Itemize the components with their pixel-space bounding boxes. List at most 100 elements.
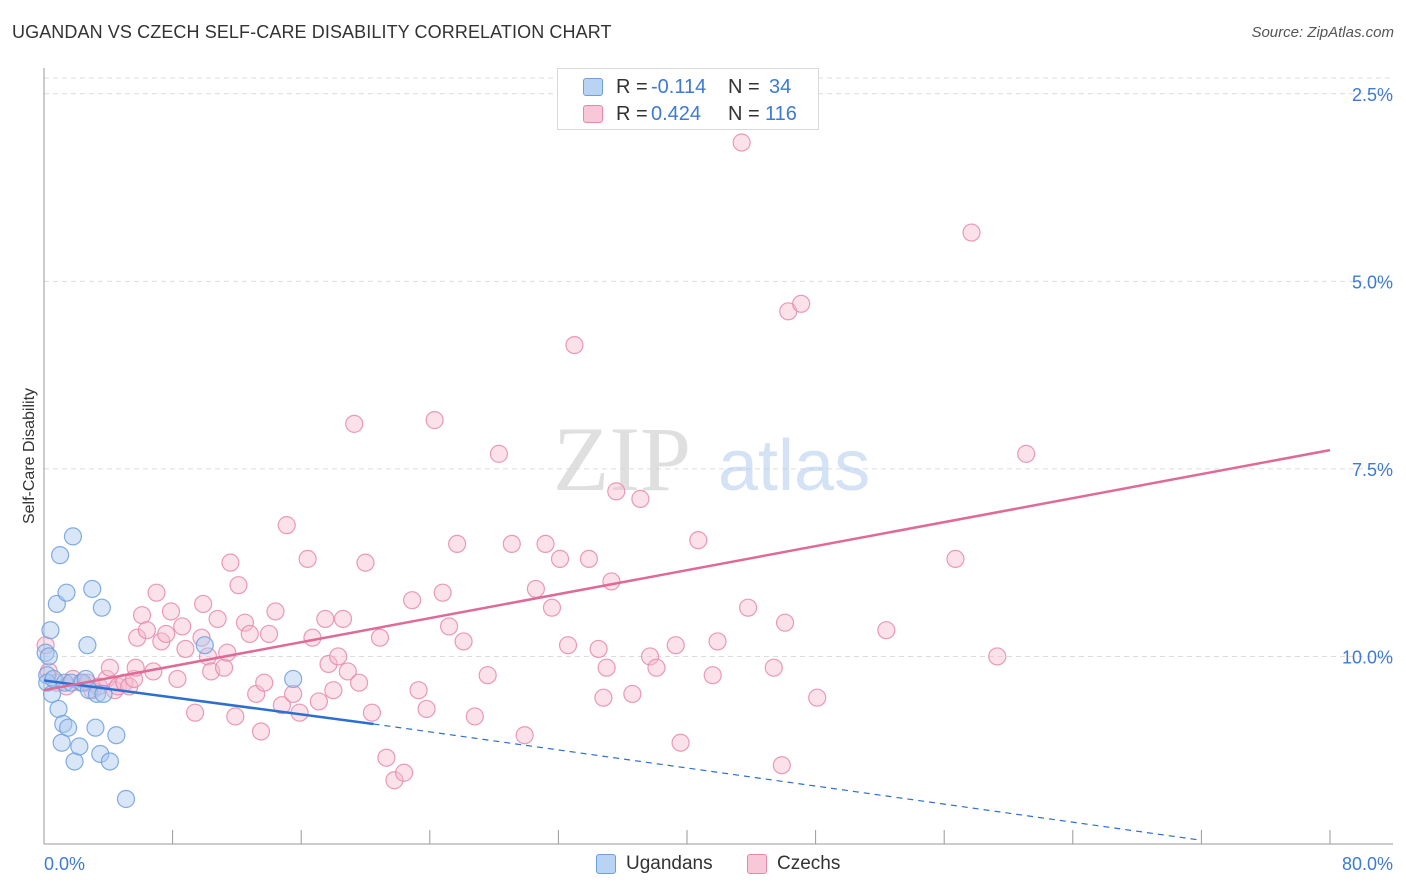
point-czechs <box>303 628 322 647</box>
point-czechs <box>218 643 237 662</box>
point-czechs <box>319 654 338 674</box>
point-czechs <box>877 621 896 640</box>
n-value-ugandans: 34 <box>769 76 792 98</box>
y-tick-labels: 10.0% 7.5% 5.0% 2.5% <box>1342 85 1393 668</box>
point-czechs <box>689 531 708 550</box>
legend: Ugandans Czechs <box>0 850 1406 880</box>
point-czechs <box>738 598 758 617</box>
point-czechs <box>176 639 195 659</box>
x-tick-label-min: 0.0% <box>44 854 85 874</box>
point-czechs <box>208 609 227 629</box>
point-czechs <box>448 534 467 554</box>
trend-lines <box>43 448 1331 841</box>
point-ugandans <box>83 579 102 599</box>
point-czechs <box>277 516 296 535</box>
point-czechs <box>329 647 348 666</box>
point-czechs <box>775 613 795 632</box>
point-czechs <box>808 688 827 707</box>
y-axis-label: Self-Care Disability <box>21 388 38 524</box>
point-czechs <box>607 482 626 501</box>
point-czechs <box>671 733 690 752</box>
point-ugandans <box>50 546 70 565</box>
point-czechs <box>962 223 981 242</box>
point-czechs <box>345 414 364 433</box>
legend-label-czechs: Czechs <box>777 853 841 874</box>
point-czechs <box>409 681 428 700</box>
point-czechs <box>515 726 534 745</box>
y-tick-label: 5.0% <box>1352 272 1393 292</box>
point-czechs <box>558 636 578 655</box>
point-czechs <box>647 658 666 677</box>
watermark: ZIP atlas <box>553 408 870 510</box>
point-czechs <box>226 707 245 726</box>
point-czechs <box>100 658 120 677</box>
point-czechs <box>147 583 166 602</box>
watermark-zip: ZIP <box>553 408 691 510</box>
point-czechs <box>579 549 599 569</box>
point-czechs <box>666 636 685 655</box>
point-ugandans <box>78 636 97 655</box>
point-czechs <box>385 771 404 790</box>
point-ugandans <box>92 598 111 617</box>
point-ugandans <box>41 621 60 640</box>
point-czechs <box>173 617 192 636</box>
point-czechs <box>266 602 285 621</box>
point-ugandans <box>63 527 83 546</box>
point-ugandans <box>87 684 107 704</box>
point-czechs <box>602 572 621 591</box>
point-czechs <box>526 579 545 599</box>
point-czechs <box>946 549 965 569</box>
n-label: N = <box>728 76 760 98</box>
point-czechs <box>425 411 444 430</box>
point-czechs <box>394 763 414 782</box>
point-ugandans <box>86 718 105 737</box>
point-czechs <box>454 632 473 651</box>
point-czechs <box>132 606 152 625</box>
point-czechs <box>194 594 213 614</box>
trend-line-czechs <box>43 448 1331 692</box>
point-czechs <box>623 684 642 704</box>
r-value-czechs: 0.424 <box>651 103 702 125</box>
point-czechs <box>772 756 791 775</box>
point-czechs <box>594 688 613 707</box>
point-ugandans <box>100 752 120 771</box>
point-czechs <box>333 609 353 629</box>
x-axis-ticks <box>43 830 1331 844</box>
legend-item-ugandans[interactable]: Ugandans <box>596 850 736 880</box>
point-czechs <box>161 602 181 621</box>
point-czechs <box>251 722 271 741</box>
point-czechs <box>489 444 509 463</box>
point-czechs <box>403 591 422 610</box>
point-ugandans <box>57 583 76 602</box>
point-czechs <box>631 489 650 508</box>
point-czechs <box>370 628 390 647</box>
stats-row-ugandans: R = -0.114 N = 34 <box>558 74 820 100</box>
point-czechs <box>259 624 279 644</box>
axes <box>43 68 1393 845</box>
point-ugandans <box>107 726 126 745</box>
point-czechs <box>703 666 722 685</box>
chart-title: UGANDAN VS CZECH SELF-CARE DISABILITY CO… <box>12 22 612 42</box>
point-czechs <box>128 628 147 647</box>
point-czechs <box>137 621 156 640</box>
point-czechs <box>417 699 436 719</box>
point-czechs <box>324 681 343 700</box>
point-czechs <box>589 639 608 659</box>
point-czechs <box>235 613 255 632</box>
point-czechs <box>550 549 570 569</box>
point-ugandans <box>91 744 110 764</box>
point-czechs <box>229 576 248 595</box>
point-czechs <box>502 534 521 554</box>
point-czechs <box>1017 444 1036 463</box>
n-value-czechs: 116 <box>765 103 797 125</box>
legend-swatch-czechs <box>747 854 767 874</box>
point-czechs <box>221 553 240 572</box>
point-czechs <box>764 658 783 677</box>
point-czechs <box>536 534 555 554</box>
legend-item-czechs[interactable]: Czechs <box>747 850 867 880</box>
point-czechs <box>255 673 274 692</box>
data-points <box>36 133 1036 809</box>
point-ugandans <box>65 752 84 771</box>
x-tick-label-max: 80.0% <box>1342 854 1393 874</box>
